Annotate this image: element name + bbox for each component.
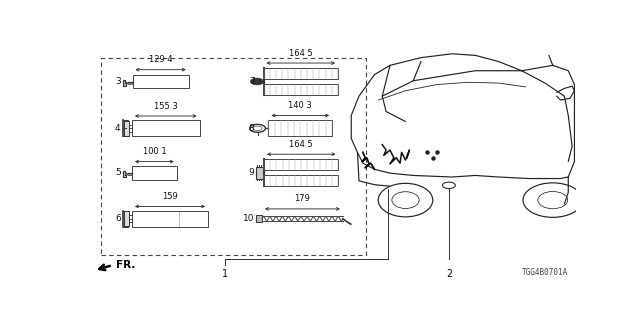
Bar	[264, 68, 338, 79]
Text: 5: 5	[115, 168, 121, 177]
Bar	[124, 121, 129, 136]
Text: 2: 2	[446, 269, 452, 279]
Text: 164 5: 164 5	[289, 49, 312, 58]
Bar	[132, 75, 189, 88]
Bar	[124, 212, 129, 226]
Bar	[255, 166, 264, 179]
Text: 10: 10	[243, 214, 255, 223]
Text: 3: 3	[115, 77, 121, 86]
Text: 1: 1	[222, 269, 228, 279]
Polygon shape	[123, 80, 125, 86]
Text: 159: 159	[162, 192, 178, 201]
Text: 164 5: 164 5	[289, 140, 313, 149]
Bar	[269, 120, 332, 136]
Text: 140 3: 140 3	[289, 101, 312, 110]
Bar	[132, 120, 200, 136]
Text: 6: 6	[115, 214, 121, 223]
Bar	[132, 211, 208, 227]
Text: 7: 7	[249, 77, 255, 86]
Polygon shape	[123, 171, 125, 177]
Text: FR.: FR.	[116, 260, 135, 269]
Bar	[264, 84, 338, 95]
Text: TGG4B0701A: TGG4B0701A	[522, 268, 568, 277]
Text: 155 3: 155 3	[154, 101, 178, 111]
Bar	[264, 175, 339, 186]
Bar	[132, 166, 177, 180]
Bar	[255, 215, 262, 222]
Bar	[101, 58, 366, 255]
Text: 129 4: 129 4	[148, 55, 172, 64]
Text: 100 1: 100 1	[143, 147, 166, 156]
Text: 9: 9	[249, 168, 255, 177]
Text: 179: 179	[294, 195, 310, 204]
Text: 4: 4	[115, 124, 121, 133]
Text: 8: 8	[249, 124, 255, 133]
Circle shape	[251, 78, 264, 85]
Bar	[264, 159, 339, 170]
